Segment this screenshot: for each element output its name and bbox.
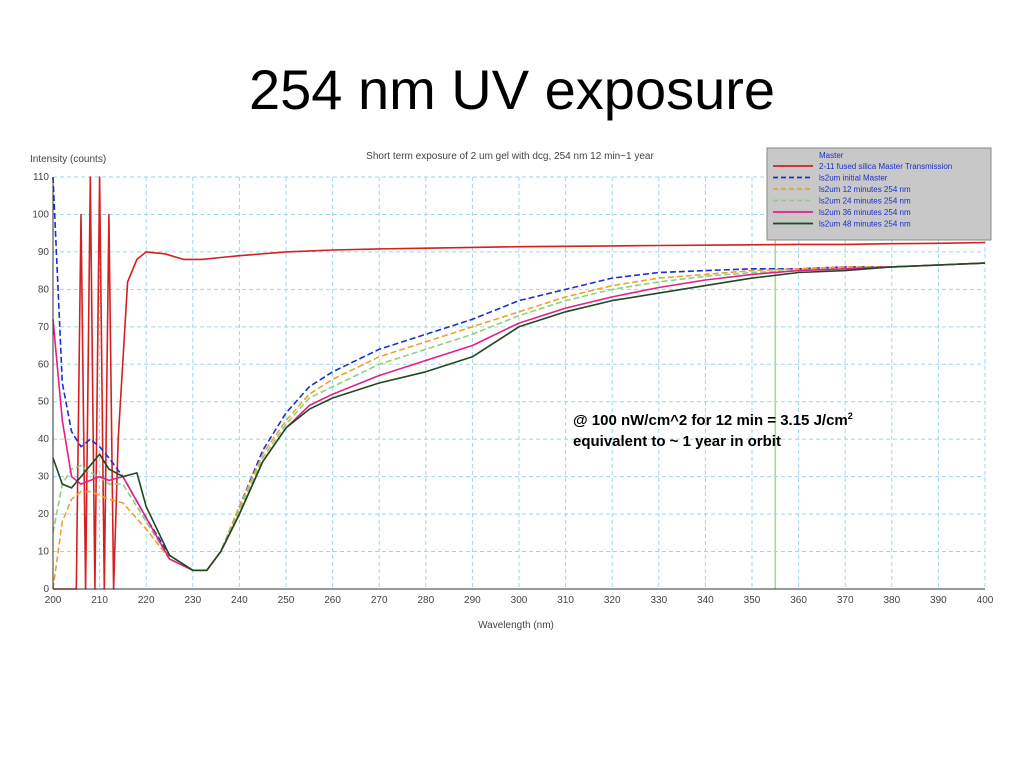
- y-tick-label: 100: [32, 209, 49, 220]
- x-tick-label: 390: [930, 595, 947, 606]
- series-layer: [52, 176, 986, 590]
- x-tick-label: 400: [977, 595, 994, 606]
- x-tick-label: 240: [231, 595, 248, 606]
- legend-entry: ls2um 12 minutes 254 nm: [819, 185, 911, 194]
- legend-entry: 2-11 fused silica Master Transmission: [819, 162, 952, 171]
- exposure-annotation: @ 100 nW/cm^2 for 12 min = 3.15 J/cm2 eq…: [573, 406, 853, 452]
- y-tick-label: 90: [38, 247, 50, 258]
- axis-ticks: 200 210 220 230 240 250 260 270 280 290 300 310 320 3…: [32, 172, 993, 606]
- grid: [52, 176, 986, 590]
- x-tick-label: 350: [744, 595, 761, 606]
- y-tick-label: 30: [38, 472, 50, 483]
- x-tick-label: 310: [557, 595, 574, 606]
- y-tick-label: 40: [38, 434, 50, 445]
- y-tick-label: 70: [38, 322, 50, 333]
- x-tick-label: 230: [184, 595, 201, 606]
- x-tick-label: 210: [91, 595, 108, 606]
- annotation-line2: equivalent to ~ 1 year in orbit: [573, 433, 781, 450]
- legend-entry: ls2um initial Master: [819, 174, 888, 183]
- series-line-min36: [52, 262, 986, 572]
- x-tick-label: 270: [371, 595, 388, 606]
- legend-entry: ls2um 48 minutes 254 nm: [819, 220, 911, 229]
- y-tick-label: 10: [38, 547, 50, 558]
- x-tick-label: 300: [511, 595, 528, 606]
- legend-header: Master: [819, 151, 844, 160]
- y-tick-label: 110: [33, 172, 49, 183]
- x-tick-label: 360: [790, 595, 807, 606]
- legend-entry: ls2um 36 minutes 254 nm: [819, 208, 911, 217]
- x-tick-label: 330: [650, 595, 667, 606]
- series-line-initial: [52, 176, 986, 572]
- y-tick-label: 60: [38, 359, 50, 370]
- x-tick-label: 260: [324, 595, 341, 606]
- x-tick-label: 250: [278, 595, 295, 606]
- y-tick-label: 80: [38, 284, 50, 295]
- x-tick-label: 340: [697, 595, 714, 606]
- x-tick-label: 370: [837, 595, 854, 606]
- axes: [52, 177, 985, 590]
- chart-title: Short term exposure of 2 um gel with dcg…: [366, 151, 654, 162]
- y-tick-label: 20: [38, 509, 50, 520]
- x-tick-label: 200: [45, 595, 62, 606]
- legend: Master 2-11 fused silica Master Transmiss…: [766, 147, 992, 241]
- x-tick-label: 380: [883, 595, 900, 606]
- legend-box: [766, 147, 992, 241]
- x-tick-label: 290: [464, 595, 481, 606]
- y-axis-label: Intensity (counts): [30, 154, 106, 165]
- series-line-master: [53, 176, 986, 590]
- series-line-min12: [52, 262, 986, 590]
- slide-title: 254 nm UV exposure: [248, 58, 776, 121]
- legend-entry: ls2um 24 minutes 254 nm: [819, 197, 911, 206]
- annotation-superscript: 2: [847, 411, 853, 421]
- y-tick-label: 0: [43, 584, 49, 595]
- y-tick-label: 50: [38, 397, 50, 408]
- series-line-min48: [52, 262, 986, 572]
- x-tick-label: 220: [138, 595, 155, 606]
- annotation-line1: @ 100 nW/cm^2 for 12 min = 3.15 J/cm: [573, 412, 848, 429]
- x-tick-label: 320: [604, 595, 621, 606]
- x-axis-label: Wavelength (nm): [478, 620, 554, 631]
- x-tick-label: 280: [417, 595, 434, 606]
